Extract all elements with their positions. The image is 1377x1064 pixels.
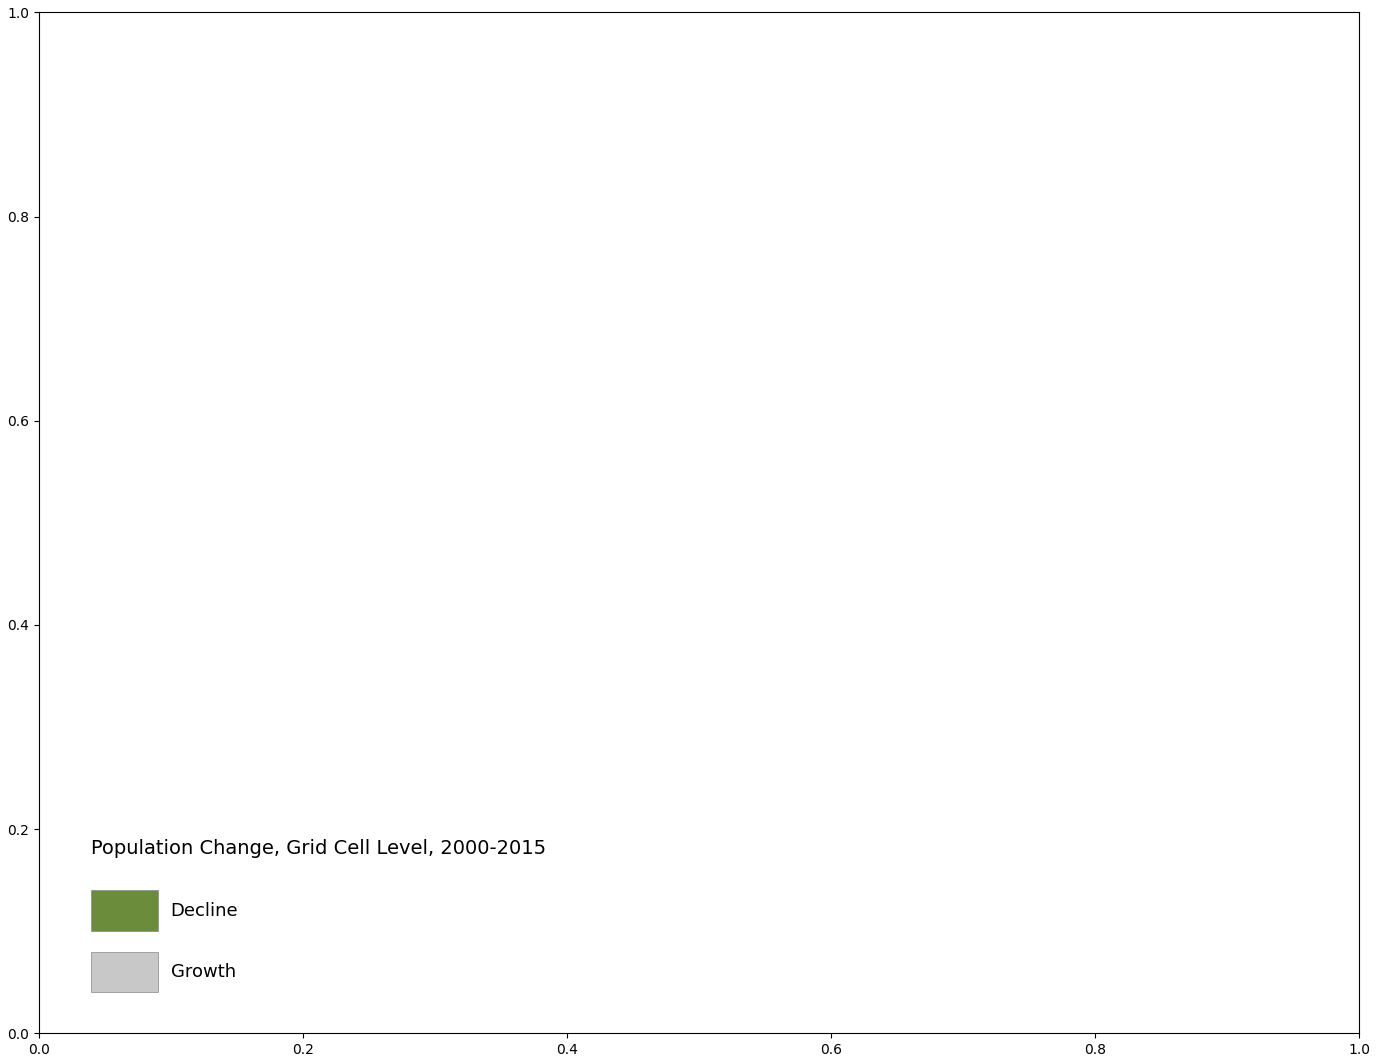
Text: Decline: Decline [171, 902, 238, 919]
Bar [91, 951, 157, 993]
Bar [91, 891, 157, 931]
Text: Growth: Growth [171, 963, 235, 981]
Text: Population Change, Grid Cell Level, 2000-2015: Population Change, Grid Cell Level, 2000… [91, 839, 547, 859]
